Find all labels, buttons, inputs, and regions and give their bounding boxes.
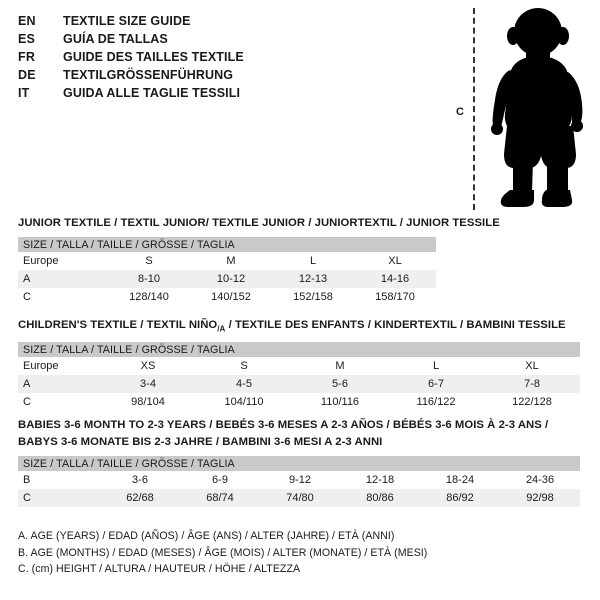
- measurement-legend: A. AGE (YEARS) / EDAD (AÑOS) / ÂGE (ANS)…: [18, 528, 427, 578]
- language-code: ES: [18, 32, 36, 46]
- language-title: GUIDA ALLE TAGLIE TESSILI: [63, 86, 241, 100]
- cell: 116/122: [388, 393, 484, 412]
- table-row: B 3-6 6-9 9-12 12-18 18-24 24-36: [18, 471, 581, 489]
- size-band-label: SIZE / TALLA / TAILLE / GRÖSSE / TAGLIA: [18, 237, 436, 252]
- language-code: FR: [18, 50, 36, 64]
- language-title: GUIDE DES TAILLES TEXTILE: [63, 50, 244, 64]
- cell: 86/92: [420, 489, 500, 507]
- cell: 14-16: [354, 270, 436, 288]
- table-row: C 98/104 104/110 110/116 116/122 122/128: [18, 393, 581, 412]
- section-title-junior: JUNIOR TEXTILE / TEXTIL JUNIOR/ TEXTILE …: [18, 217, 500, 229]
- language-title: TEXTILGRÖSSENFÜHRUNG: [63, 68, 234, 82]
- cell: XS: [100, 357, 196, 376]
- row-label: C: [18, 489, 100, 507]
- table-band-row: SIZE / TALLA / TAILLE / GRÖSSE / TAGLIA: [18, 342, 581, 358]
- section-title-children-post: / TEXTILE DES ENFANTS / KINDERTEXTIL / B…: [225, 319, 566, 331]
- row-label: Europe: [18, 357, 100, 376]
- toddler-silhouette-icon: [491, 8, 583, 207]
- cell: 104/110: [196, 393, 292, 412]
- row-label: A: [18, 270, 108, 288]
- cell: M: [190, 252, 272, 270]
- cell: 158/170: [354, 288, 436, 306]
- legend-line-a: A. AGE (YEARS) / EDAD (AÑOS) / ÂGE (ANS)…: [18, 530, 395, 542]
- cell: XL: [484, 357, 581, 376]
- section-title-children-pre: CHILDREN'S TEXTILE / TEXTIL NIÑO: [18, 319, 218, 331]
- cell: 7-8: [484, 375, 581, 394]
- height-illustration: C: [440, 0, 600, 215]
- section-junior-textile: JUNIOR TEXTILE / TEXTIL JUNIOR/ TEXTILE …: [18, 216, 500, 306]
- row-label: Europe: [18, 252, 108, 270]
- children-size-table: SIZE / TALLA / TAILLE / GRÖSSE / TAGLIA …: [18, 342, 581, 412]
- cell: S: [196, 357, 292, 376]
- table-band-row: SIZE / TALLA / TAILLE / GRÖSSE / TAGLIA: [18, 456, 581, 471]
- table-row: Europe XS S M L XL: [18, 357, 581, 376]
- section-babies-textile: BABIES 3-6 MONTH TO 2-3 YEARS / BEBÉS 3-…: [18, 418, 581, 507]
- cell: 4-5: [196, 375, 292, 394]
- cell: 80/86: [340, 489, 420, 507]
- table-row: A 8-10 10-12 12-13 14-16: [18, 270, 436, 288]
- language-row: ES GUÍA DE TALLAS: [18, 30, 418, 48]
- language-code: EN: [18, 14, 36, 28]
- cell: 5-6: [292, 375, 388, 394]
- cell: L: [388, 357, 484, 376]
- table-row: C 62/68 68/74 74/80 80/86 86/92 92/98: [18, 489, 581, 507]
- cell: 9-12: [260, 471, 340, 489]
- section-title-babies-line1: BABIES 3-6 MONTH TO 2-3 YEARS / BEBÉS 3-…: [18, 419, 549, 431]
- table-row: Europe S M L XL: [18, 252, 436, 270]
- cell: 18-24: [420, 471, 500, 489]
- table-band-row: SIZE / TALLA / TAILLE / GRÖSSE / TAGLIA: [18, 237, 436, 252]
- cell: 152/158: [272, 288, 354, 306]
- cell: L: [272, 252, 354, 270]
- cell: 24-36: [500, 471, 581, 489]
- cell: 12-13: [272, 270, 354, 288]
- cell: 98/104: [100, 393, 196, 412]
- cell: XL: [354, 252, 436, 270]
- size-band-label: SIZE / TALLA / TAILLE / GRÖSSE / TAGLIA: [18, 456, 581, 471]
- height-guide-line: [473, 8, 475, 210]
- language-title: GUÍA DE TALLAS: [63, 32, 168, 46]
- height-measure-label: C: [456, 106, 464, 118]
- cell: 10-12: [190, 270, 272, 288]
- cell: 140/152: [190, 288, 272, 306]
- cell: 8-10: [108, 270, 190, 288]
- cell: 6-9: [180, 471, 260, 489]
- cell: S: [108, 252, 190, 270]
- cell: 122/128: [484, 393, 581, 412]
- language-title: TEXTILE SIZE GUIDE: [63, 14, 191, 28]
- cell: 3-4: [100, 375, 196, 394]
- table-row: C 128/140 140/152 152/158 158/170: [18, 288, 436, 306]
- cell: 6-7: [388, 375, 484, 394]
- babies-size-table: SIZE / TALLA / TAILLE / GRÖSSE / TAGLIA …: [18, 456, 581, 507]
- language-row: EN TEXTILE SIZE GUIDE: [18, 12, 418, 30]
- table-row: A 3-4 4-5 5-6 6-7 7-8: [18, 375, 581, 394]
- language-row: DE TEXTILGRÖSSENFÜHRUNG: [18, 66, 418, 84]
- cell: 3-6: [100, 471, 180, 489]
- section-title-babies-line2: BABYS 3-6 MONATE BIS 2-3 JAHRE / BAMBINI…: [18, 436, 383, 448]
- legend-line-c: C. (cm) HEIGHT / ALTURA / HAUTEUR / HÖHE…: [18, 563, 301, 575]
- language-code: DE: [18, 68, 36, 82]
- cell: 110/116: [292, 393, 388, 412]
- language-row: IT GUIDA ALLE TAGLIE TESSILI: [18, 84, 418, 102]
- section-childrens-textile: CHILDREN'S TEXTILE / TEXTIL NIÑO/A / TEX…: [18, 318, 581, 412]
- language-row: FR GUIDE DES TAILLES TEXTILE: [18, 48, 418, 66]
- junior-size-table: SIZE / TALLA / TAILLE / GRÖSSE / TAGLIA …: [18, 237, 436, 306]
- language-title-list: EN TEXTILE SIZE GUIDE ES GUÍA DE TALLAS …: [18, 12, 418, 102]
- cell: 62/68: [100, 489, 180, 507]
- cell: 128/140: [108, 288, 190, 306]
- section-title-children: CHILDREN'S TEXTILE / TEXTIL NIÑO/A / TEX…: [18, 318, 580, 336]
- row-label: B: [18, 471, 100, 489]
- cell: 68/74: [180, 489, 260, 507]
- row-label: C: [18, 288, 108, 306]
- size-band-label: SIZE / TALLA / TAILLE / GRÖSSE / TAGLIA: [18, 342, 581, 358]
- section-title-children-sub: /A: [217, 324, 226, 334]
- row-label: C: [18, 393, 100, 412]
- cell: 74/80: [260, 489, 340, 507]
- legend-line-b: B. AGE (MONTHS) / EDAD (MESES) / ÂGE (MO…: [18, 546, 428, 559]
- language-code: IT: [18, 86, 30, 100]
- cell: 12-18: [340, 471, 420, 489]
- row-label: A: [18, 375, 100, 394]
- cell: M: [292, 357, 388, 376]
- cell: 92/98: [500, 489, 581, 507]
